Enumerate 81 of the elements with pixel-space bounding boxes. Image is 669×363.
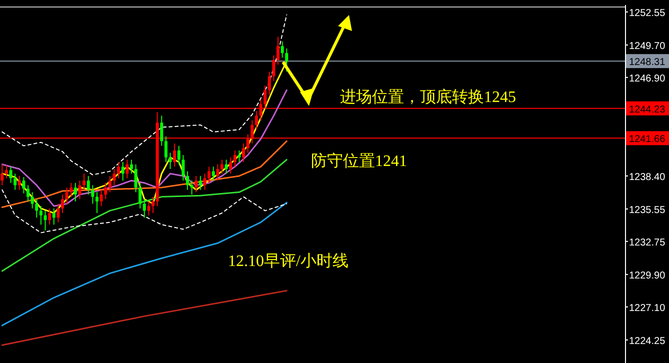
- y-tick-label: 1235.55: [629, 204, 666, 216]
- candlestick: [74, 182, 77, 202]
- y-tick-label: 1224.25: [629, 336, 666, 347]
- candlestick: [194, 175, 198, 193]
- candlestick: [203, 173, 206, 190]
- candlestick: [117, 162, 120, 179]
- candlestick: [35, 198, 38, 218]
- candlestick: [216, 164, 220, 182]
- candlestick: [134, 164, 138, 193]
- candlestick: [177, 145, 180, 165]
- line-series: [1, 89, 288, 207]
- y-tick-label: 1229.90: [629, 270, 666, 282]
- candlestick: [91, 184, 94, 204]
- y-tick-label: 1227.10: [629, 302, 666, 314]
- annotation: 防守位置1241: [311, 152, 407, 170]
- candlestick: [190, 180, 194, 195]
- candlestick: [52, 208, 56, 226]
- y-tick-label: 1232.75: [629, 237, 666, 248]
- candlestick: [22, 176, 26, 194]
- y-tick-label: 1238.40: [629, 172, 666, 183]
- candlestick: [164, 136, 168, 163]
- candlestick: [14, 173, 17, 190]
- candlestick: [4, 165, 8, 179]
- candlestick: [198, 175, 202, 190]
- candlestick: [229, 156, 232, 174]
- y-tick-label: 1249.70: [629, 40, 666, 52]
- candlestick: [18, 175, 21, 190]
- candlestick: [78, 180, 82, 200]
- candlestick: [254, 110, 258, 130]
- ref-line-label: 1241.66: [629, 134, 666, 146]
- candlestick: [212, 166, 215, 182]
- candlestick: [30, 192, 34, 209]
- candlestick: [100, 189, 103, 207]
- candlestick: [138, 182, 142, 209]
- candlestick: [104, 182, 108, 200]
- candlestick: [44, 210, 47, 231]
- candlestick: [121, 162, 124, 182]
- candlestick: [112, 168, 116, 186]
- candlestick: [152, 196, 155, 214]
- line-series: [2, 189, 288, 234]
- candlestick: [26, 184, 30, 202]
- candlestick: [70, 182, 73, 198]
- candlestick: [238, 150, 241, 163]
- candlestick: [182, 154, 185, 182]
- candlestick: [82, 173, 86, 190]
- candlestick: [208, 166, 211, 184]
- candlestick: [220, 159, 224, 174]
- candlestick: [86, 175, 90, 195]
- candlestick: [186, 170, 189, 190]
- candlestick: [268, 71, 271, 96]
- candlestick: [61, 194, 64, 214]
- candlestick: [272, 54, 276, 82]
- candlestick: [9, 166, 12, 184]
- ref-line-label: 1244.23: [629, 104, 666, 116]
- candlestick: [233, 150, 236, 168]
- candlestick: [126, 159, 129, 179]
- line-series: [1, 140, 288, 208]
- y-tick-label: 1252.55: [629, 8, 666, 19]
- line-series: [2, 14, 288, 176]
- candlestick: [147, 200, 150, 216]
- candlestick: [160, 115, 164, 146]
- y-tick-label: 1246.90: [629, 73, 666, 84]
- candlestick: [224, 159, 228, 174]
- candlestick: [173, 142, 176, 168]
- candlestick: [108, 175, 112, 193]
- ref-line-label: 1248.31: [629, 57, 666, 68]
- candlestick: [168, 152, 172, 170]
- candlestick: [56, 203, 60, 223]
- candlestick: [142, 198, 146, 218]
- candlestick: [48, 208, 52, 226]
- candlestick: [280, 41, 284, 58]
- candlestick: [65, 187, 68, 204]
- candlestick: [276, 36, 280, 66]
- annotation: 进场位置，顶底转换1245: [340, 88, 516, 106]
- candlestick: [0, 164, 4, 186]
- candlestick: [285, 48, 288, 72]
- candlestick: [242, 142, 246, 163]
- candlestick: [130, 159, 133, 174]
- candlestick: [95, 192, 98, 214]
- candlestick: [39, 206, 42, 226]
- annotation: 12.10早评/小时线: [228, 252, 348, 270]
